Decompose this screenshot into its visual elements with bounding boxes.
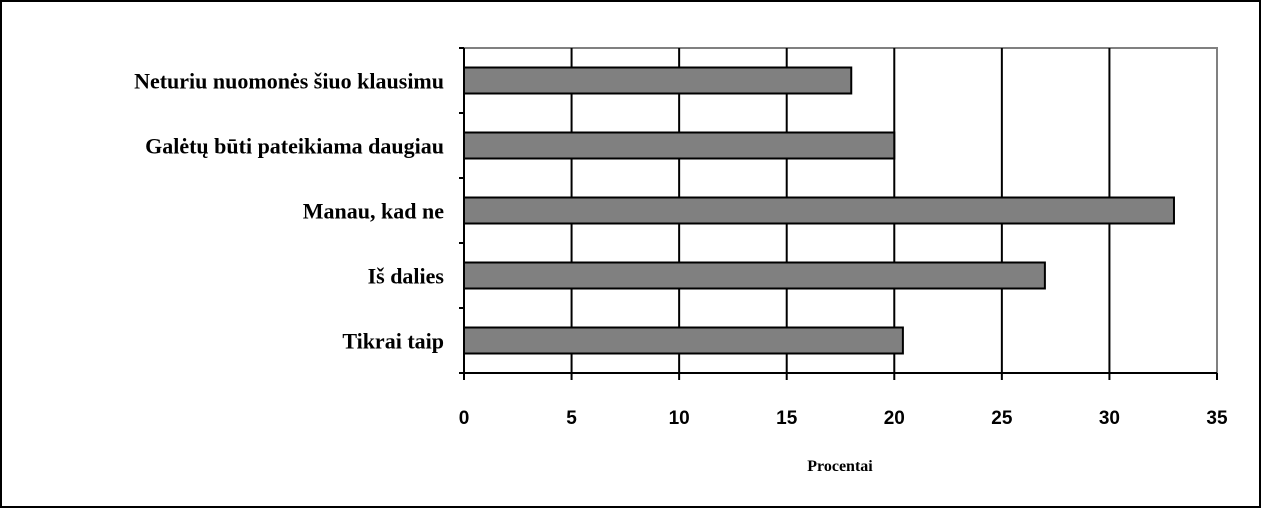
category-label: Manau, kad ne	[303, 199, 444, 224]
bar	[463, 66, 853, 95]
axes	[459, 47, 1218, 380]
x-tick-label: 35	[1206, 408, 1228, 429]
bar	[463, 261, 1046, 290]
x-tick-label: 25	[991, 408, 1013, 429]
x-tick-label: 10	[669, 408, 690, 429]
bar	[463, 326, 904, 355]
category-label: Neturiu nuomonės šiuo klausimu	[134, 69, 444, 94]
bars	[463, 66, 1175, 355]
x-tick-label: 30	[1099, 408, 1120, 429]
category-label: Tikrai taip	[342, 329, 444, 354]
category-label: Iš dalies	[368, 264, 445, 289]
bar	[463, 131, 896, 160]
category-label: Galėtų būti pateikiama daugiau	[145, 134, 444, 159]
x-tick-label: 0	[459, 408, 470, 429]
x-tick-label: 5	[566, 408, 577, 429]
x-tick-label: 15	[776, 408, 798, 429]
bar	[463, 196, 1175, 225]
x-axis-title: Procentai	[807, 458, 873, 475]
x-tick-label: 20	[884, 408, 905, 429]
labels: 0 5 10 15 20 25 30 35 Neturiu nuomonės šiuo klau…	[134, 69, 1228, 430]
